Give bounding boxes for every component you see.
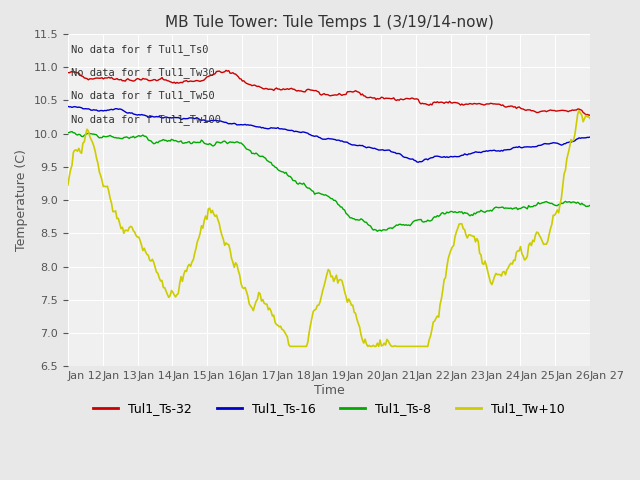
Tul1_Tw+10	[515, 248, 523, 254]
Tul1_Ts-16	[64, 104, 72, 109]
Tul1_Ts-16	[333, 137, 340, 143]
Line: Tul1_Ts-32: Tul1_Ts-32	[68, 71, 590, 115]
Tul1_Ts-16	[414, 159, 422, 165]
Tul1_Ts-32	[334, 92, 342, 97]
Tul1_Ts-8	[334, 202, 342, 207]
Tul1_Ts-32	[64, 70, 72, 75]
Line: Tul1_Ts-8: Tul1_Ts-8	[68, 132, 590, 231]
Tul1_Tw+10	[334, 280, 342, 286]
Text: No data for f Tul1_Tw30: No data for f Tul1_Tw30	[70, 67, 214, 78]
Tul1_Ts-16	[82, 106, 90, 111]
Tul1_Tw+10	[286, 344, 294, 349]
Tul1_Ts-32	[98, 75, 106, 81]
Tul1_Ts-8	[99, 133, 107, 139]
Tul1_Ts-16	[98, 108, 106, 113]
Title: MB Tule Tower: Tule Temps 1 (3/19/14-now): MB Tule Tower: Tule Temps 1 (3/19/14-now…	[164, 15, 493, 30]
Tul1_Ts-32	[586, 112, 594, 118]
X-axis label: Time: Time	[314, 384, 344, 397]
Tul1_Ts-32	[515, 104, 523, 110]
Tul1_Ts-8	[374, 228, 381, 234]
Text: No data for f Tul1_Tw50: No data for f Tul1_Tw50	[70, 90, 214, 101]
Tul1_Ts-8	[516, 205, 524, 211]
Tul1_Ts-32	[222, 68, 230, 73]
Tul1_Ts-8	[585, 204, 593, 209]
Tul1_Tw+10	[575, 108, 583, 114]
Y-axis label: Temperature (C): Temperature (C)	[15, 149, 28, 251]
Text: No data for f Tul1_Ts0: No data for f Tul1_Ts0	[70, 44, 208, 55]
Tul1_Ts-16	[438, 155, 445, 160]
Tul1_Ts-16	[586, 134, 594, 140]
Tul1_Tw+10	[64, 182, 72, 188]
Tul1_Ts-16	[515, 144, 523, 149]
Text: No data for f Tul1_Tw100: No data for f Tul1_Tw100	[70, 114, 221, 125]
Tul1_Tw+10	[98, 178, 106, 183]
Tul1_Ts-16	[584, 134, 591, 140]
Tul1_Ts-32	[584, 111, 591, 117]
Line: Tul1_Ts-16: Tul1_Ts-16	[68, 107, 590, 162]
Tul1_Tw+10	[585, 114, 593, 120]
Tul1_Ts-32	[438, 99, 445, 105]
Line: Tul1_Tw+10: Tul1_Tw+10	[68, 111, 590, 347]
Tul1_Ts-8	[68, 129, 76, 134]
Tul1_Ts-8	[83, 131, 91, 137]
Tul1_Ts-8	[439, 210, 447, 216]
Tul1_Ts-8	[586, 203, 594, 208]
Tul1_Ts-8	[64, 130, 72, 136]
Tul1_Ts-32	[82, 75, 90, 81]
Legend: Tul1_Ts-32, Tul1_Ts-16, Tul1_Ts-8, Tul1_Tw+10: Tul1_Ts-32, Tul1_Ts-16, Tul1_Ts-8, Tul1_…	[88, 397, 570, 420]
Tul1_Tw+10	[586, 116, 594, 121]
Tul1_Tw+10	[82, 132, 90, 137]
Tul1_Tw+10	[438, 296, 445, 301]
